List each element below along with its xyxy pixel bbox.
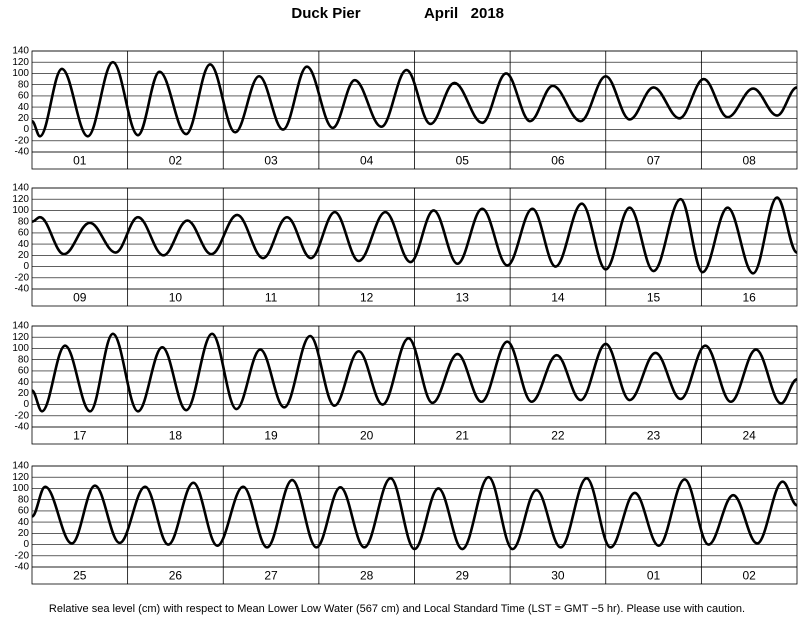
panel-frame xyxy=(31,50,798,170)
day-label: 21 xyxy=(456,429,470,443)
y-tick-label: 0 xyxy=(23,399,29,410)
panel-frame xyxy=(31,325,798,445)
y-tick-label: 60 xyxy=(18,91,30,102)
y-tick-label: 0 xyxy=(23,539,29,550)
y-tick-label: 80 xyxy=(18,354,30,365)
y-tick-label: 140 xyxy=(12,321,29,332)
day-label: 15 xyxy=(647,291,661,305)
day-label: 18 xyxy=(169,429,183,443)
day-label: 12 xyxy=(360,291,374,305)
day-label: 17 xyxy=(73,429,87,443)
day-label: 02 xyxy=(169,154,183,168)
y-tick-label: 60 xyxy=(18,228,30,239)
y-tick-label: 120 xyxy=(12,332,29,343)
chart-title: Duck Pier xyxy=(291,5,360,22)
y-tick-label: 20 xyxy=(18,250,30,261)
tide-line xyxy=(31,332,798,413)
chart-period: April 2018 xyxy=(424,5,504,22)
y-tick-label: 20 xyxy=(18,388,30,399)
panel-frame xyxy=(31,187,798,307)
day-label: 07 xyxy=(647,154,661,168)
y-tick-label: 40 xyxy=(18,517,30,528)
y-tick-label: 100 xyxy=(12,205,29,216)
day-label: 25 xyxy=(73,569,87,583)
day-label: 14 xyxy=(551,291,565,305)
y-tick-label: 40 xyxy=(18,239,30,250)
y-tick-label: -20 xyxy=(15,135,30,146)
y-tick-label: -40 xyxy=(15,147,30,158)
day-label: 28 xyxy=(360,569,374,583)
y-tick-label: 0 xyxy=(23,124,29,135)
y-tick-label: 120 xyxy=(12,57,29,68)
day-label: 22 xyxy=(551,429,565,443)
day-label: 06 xyxy=(551,154,565,168)
day-label: 27 xyxy=(264,569,278,583)
y-tick-label: -40 xyxy=(15,422,30,433)
y-tick-label: 80 xyxy=(18,494,30,505)
day-label: 16 xyxy=(743,291,757,305)
y-tick-label: 140 xyxy=(12,461,29,472)
y-tick-label: -20 xyxy=(15,550,30,561)
y-tick-label: 120 xyxy=(12,194,29,205)
y-tick-label: 120 xyxy=(12,472,29,483)
day-label: 08 xyxy=(743,154,757,168)
day-label: 23 xyxy=(647,429,661,443)
day-label: 13 xyxy=(456,291,470,305)
y-tick-label: 20 xyxy=(18,113,30,124)
y-tick-label: 80 xyxy=(18,79,30,90)
y-tick-label: -20 xyxy=(15,272,30,283)
footnote: Relative sea level (cm) with respect to … xyxy=(49,603,745,615)
y-tick-label: 0 xyxy=(23,261,29,272)
y-tick-label: 60 xyxy=(18,366,30,377)
y-tick-label: -40 xyxy=(15,562,30,573)
day-label: 02 xyxy=(743,569,757,583)
y-tick-label: 100 xyxy=(12,343,29,354)
day-label: 05 xyxy=(456,154,470,168)
day-label: 04 xyxy=(360,154,374,168)
y-tick-label: -20 xyxy=(15,410,30,421)
tide-line xyxy=(31,196,799,275)
tide-line xyxy=(31,475,798,551)
day-label: 01 xyxy=(73,154,87,168)
day-label: 03 xyxy=(264,154,278,168)
y-tick-label: 60 xyxy=(18,506,30,517)
day-label: 24 xyxy=(743,429,757,443)
y-tick-label: -40 xyxy=(15,284,30,295)
panel-frame xyxy=(31,465,798,585)
day-label: 09 xyxy=(73,291,87,305)
tide-line xyxy=(31,60,798,138)
y-tick-label: 80 xyxy=(18,216,30,227)
y-tick-label: 140 xyxy=(12,183,29,194)
y-tick-label: 100 xyxy=(12,68,29,79)
y-tick-label: 40 xyxy=(18,102,30,113)
day-label: 30 xyxy=(551,569,565,583)
day-label: 10 xyxy=(169,291,183,305)
day-label: 29 xyxy=(456,569,470,583)
y-tick-label: 100 xyxy=(12,483,29,494)
y-tick-label: 20 xyxy=(18,528,30,539)
day-label: 19 xyxy=(264,429,278,443)
y-tick-label: 140 xyxy=(12,46,29,57)
day-label: 26 xyxy=(169,569,183,583)
day-label: 11 xyxy=(265,291,278,305)
y-tick-label: 40 xyxy=(18,377,30,388)
day-label: 01 xyxy=(647,569,661,583)
day-label: 20 xyxy=(360,429,374,443)
